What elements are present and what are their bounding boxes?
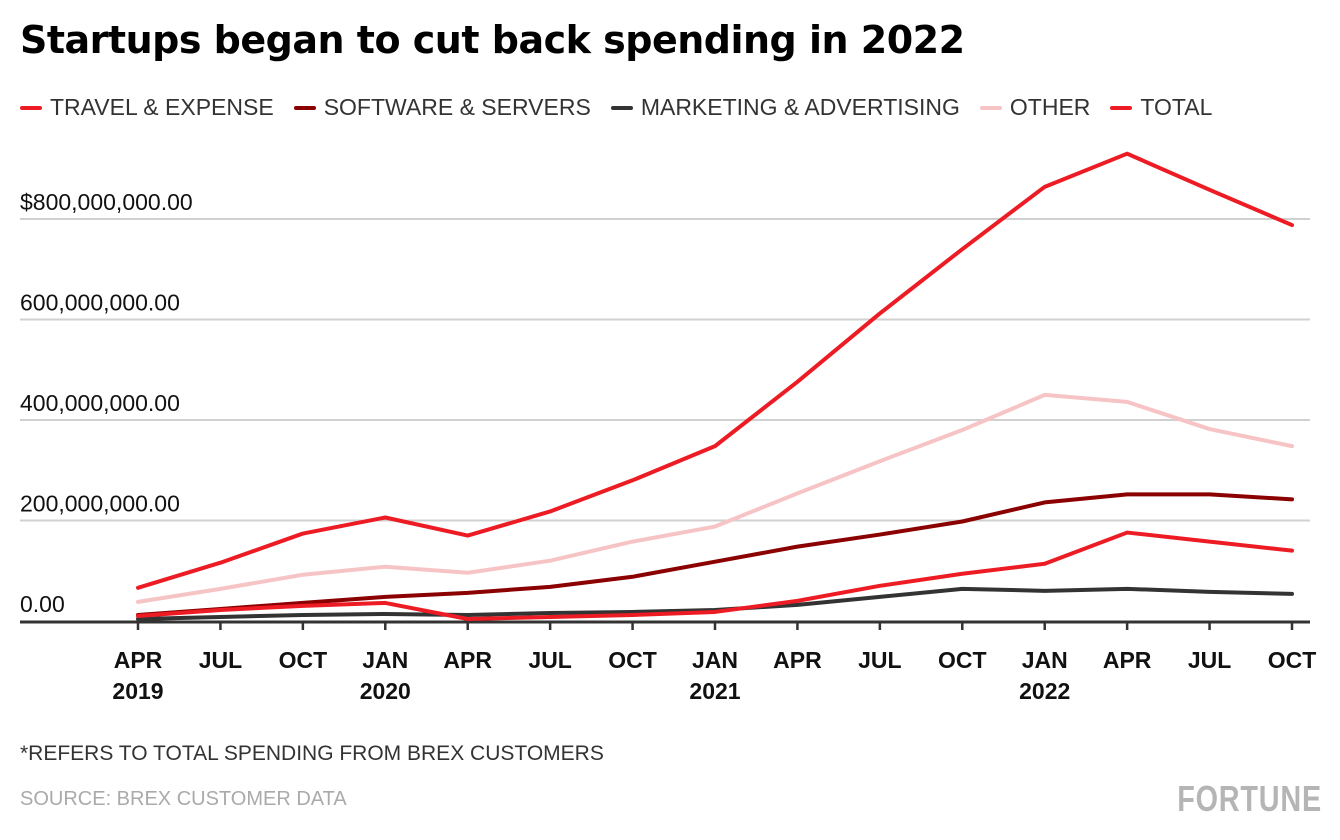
legend-swatch bbox=[979, 105, 1002, 110]
x-tick-label: JUL bbox=[528, 647, 571, 673]
series-line-other bbox=[136, 392, 1294, 604]
x-tick-label: OCT bbox=[1268, 647, 1317, 673]
legend-item: SOFTWARE & SERVERS bbox=[293, 94, 591, 121]
x-tick-label: APR bbox=[443, 647, 492, 673]
legend-swatch bbox=[293, 105, 316, 110]
legend-label: MARKETING & ADVERTISING bbox=[640, 94, 960, 120]
legend-swatch bbox=[610, 105, 633, 110]
x-tick-year: 2019 bbox=[112, 678, 163, 704]
x-tick-label: OCT bbox=[608, 647, 657, 673]
y-tick-label: 400,000,000.00 bbox=[20, 390, 180, 416]
legend-swatch bbox=[20, 105, 42, 110]
x-tick-label: APR bbox=[773, 647, 822, 673]
legend-label: OTHER bbox=[1009, 94, 1091, 120]
line-chart: 0.00 200,000,000.00 400,000,000.00 600,000,… bbox=[20, 151, 1317, 704]
x-tick-label: JUL bbox=[199, 647, 242, 673]
legend-label: TRAVEL & EXPENSE bbox=[50, 94, 274, 120]
x-tick-label: JUL bbox=[858, 647, 901, 673]
series-line-travel-expense bbox=[136, 530, 1294, 621]
y-tick-label: $800,000,000.00 bbox=[20, 189, 193, 215]
x-tick-label: APR bbox=[114, 647, 163, 673]
chart-title: Startups began to cut back spending in 2… bbox=[20, 18, 965, 62]
x-tick-label: OCT bbox=[279, 647, 328, 673]
x-tick-year: 2021 bbox=[689, 678, 740, 704]
legend-item: TOTAL bbox=[1110, 94, 1212, 121]
x-tick-label: APR bbox=[1103, 647, 1152, 673]
source-note: SOURCE: BREX CUSTOMER DATA bbox=[20, 788, 347, 810]
y-tick-label: 0.00 bbox=[20, 591, 65, 617]
x-tick-label: JAN bbox=[1022, 647, 1068, 673]
legend-label: TOTAL bbox=[1140, 94, 1213, 120]
y-tick-label: 200,000,000.00 bbox=[20, 491, 180, 517]
series-line-software-servers bbox=[136, 492, 1294, 617]
legend-item: OTHER bbox=[979, 94, 1091, 121]
footnote: *REFERS TO TOTAL SPENDING FROM BREX CUST… bbox=[20, 742, 604, 765]
legend-item: TRAVEL & EXPENSE bbox=[20, 94, 274, 121]
fortune-logo: FORTUNE bbox=[1177, 778, 1322, 819]
x-tick-label: JAN bbox=[692, 647, 738, 673]
y-tick-label: 600,000,000.00 bbox=[20, 290, 180, 316]
legend-swatch bbox=[1110, 105, 1133, 110]
legend: TRAVEL & EXPENSE SOFTWARE & SERVERS MARKET… bbox=[20, 94, 1212, 121]
x-tick-label: JUL bbox=[1188, 647, 1231, 673]
legend-label: SOFTWARE & SERVERS bbox=[323, 94, 591, 120]
x-tick-year: 2020 bbox=[360, 678, 411, 704]
legend-item: MARKETING & ADVERTISING bbox=[610, 94, 960, 121]
x-tick-label: JAN bbox=[362, 647, 408, 673]
x-tick-year: 2022 bbox=[1019, 678, 1070, 704]
series-line-total bbox=[136, 151, 1294, 590]
x-tick-label: OCT bbox=[938, 647, 987, 673]
